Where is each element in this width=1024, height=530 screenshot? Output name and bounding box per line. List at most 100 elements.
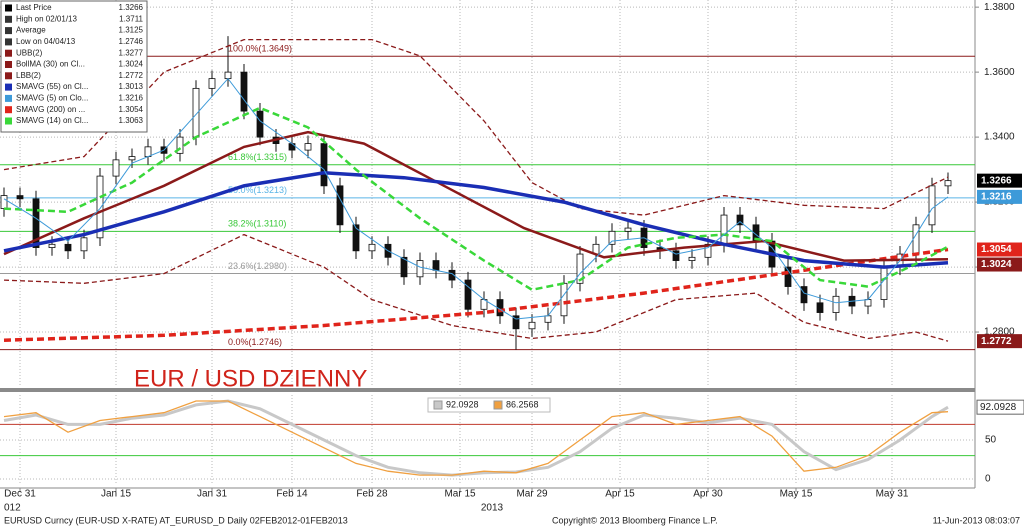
- legend-label: SMAVG (200) on ...: [16, 105, 85, 114]
- candle-body: [704, 243, 712, 258]
- candle-body: [400, 256, 408, 278]
- candle-body: [512, 315, 520, 330]
- panel-separator: [0, 388, 975, 392]
- x-tick-label: Jan 31: [197, 489, 227, 500]
- oscillator-area-line: [3, 399, 949, 477]
- x-tick-label: Mar 29: [516, 489, 548, 500]
- y-tick-label: 0: [985, 474, 991, 485]
- candle-body: [864, 299, 872, 307]
- candle-body: [256, 110, 264, 138]
- x-year-label: 012: [4, 503, 21, 514]
- legend-value: 1.3711: [119, 14, 143, 23]
- legend-label: SMAVG (5) on Clo...: [16, 94, 88, 103]
- legend-value: 1.3013: [119, 82, 144, 91]
- candle-body: [416, 260, 424, 278]
- candle-body: [48, 243, 56, 248]
- legend-label: Last Price: [16, 3, 52, 12]
- candle-body: [528, 321, 536, 330]
- price-tag: [977, 242, 1022, 257]
- price-tag: [977, 257, 1022, 272]
- price-tag-label: 1.3054: [981, 244, 1012, 255]
- candle-body: [176, 136, 184, 154]
- y-tick-label: 1.3600: [984, 67, 1015, 78]
- legend-label: UBB(2): [16, 48, 43, 57]
- candle-body: [576, 253, 584, 284]
- price-tag: [976, 399, 1024, 415]
- y-tick-label: 1.2800: [984, 327, 1015, 338]
- y-tick-label: 50: [985, 435, 997, 446]
- candle-body: [560, 282, 568, 317]
- price-tag: [977, 173, 1022, 188]
- candle-body: [352, 224, 360, 252]
- legend-value: 1.3266: [119, 3, 144, 12]
- candle-body: [672, 250, 680, 261]
- price-tag-label: 1.3266: [981, 175, 1012, 186]
- candle-body: [784, 266, 792, 287]
- candle-body: [208, 78, 216, 89]
- candle-body: [304, 143, 312, 151]
- footer-left: EURUSD Curncy (EUR-USD X-RATE) AT_EURUSD…: [4, 515, 348, 525]
- level-label: 38.2%(1.3110): [228, 219, 286, 229]
- candle-body: [320, 143, 328, 187]
- legend-value: 1.3125: [119, 26, 144, 35]
- y-tick-label: 1.3800: [984, 2, 1015, 13]
- candle-body: [448, 269, 456, 281]
- candle-body: [0, 195, 8, 209]
- oscillator-line: [3, 400, 949, 476]
- legend-swatch: [5, 15, 12, 23]
- legend-value: 1.3063: [119, 116, 144, 125]
- candle-body: [720, 214, 728, 245]
- level-label: 50.0%(1.3213): [228, 185, 287, 195]
- candle-body: [336, 185, 344, 226]
- legend-value: 1.3054: [119, 105, 144, 114]
- candle-body: [928, 185, 936, 226]
- candle-body: [128, 156, 136, 161]
- legend-swatch: [5, 83, 12, 91]
- price-tag: [977, 189, 1022, 204]
- indicator-line: [3, 77, 949, 320]
- level-label: 100.0%(1.3649): [228, 44, 292, 54]
- x-tick-label: May 15: [780, 489, 813, 500]
- candle-body: [608, 230, 616, 245]
- candle-body: [368, 243, 376, 252]
- legend-value: 1.3216: [119, 94, 144, 103]
- legend-label: BollMA (30) on Cl...: [16, 60, 85, 69]
- candle-body: [688, 256, 696, 261]
- legend-value: 1.2746: [119, 37, 144, 46]
- indicator-line: [3, 247, 949, 342]
- candle-body: [288, 143, 296, 151]
- oscillator-panel: 92.0928 86.2568: [0, 395, 975, 485]
- legend: Last Price 1.3266 High on 02/01/13 1.3711 Av…: [0, 0, 148, 133]
- footer-center: Copyright© 2013 Bloomberg Finance L.P.: [552, 515, 718, 525]
- legend-swatch: [5, 106, 12, 114]
- candle-body: [464, 279, 472, 310]
- indicator-line: [3, 38, 949, 216]
- candle-body: [224, 71, 232, 80]
- legend-swatch: [5, 4, 12, 12]
- legend-swatch: [5, 38, 12, 46]
- legend-swatch: [5, 27, 12, 35]
- y-tick-label: 1.3400: [984, 132, 1015, 143]
- legend-value: 1.3024: [119, 60, 144, 69]
- level-label: 23.6%(1.2980): [228, 261, 287, 271]
- footer-right: 11-Jun-2013 08:03:07: [933, 515, 1020, 525]
- x-tick-label: Feb 28: [356, 489, 388, 500]
- osc-legend-value: 92.0928: [446, 399, 479, 409]
- x-tick-label: Apr 15: [605, 489, 635, 500]
- candle-body: [432, 260, 440, 271]
- candle-body: [144, 146, 152, 157]
- legend-label: Low on 04/04/13: [16, 37, 76, 46]
- legend-label: SMAVG (14) on Cl...: [16, 116, 88, 125]
- price-tag-label: 1.3024: [981, 259, 1012, 270]
- osc-legend-value: 86.2568: [506, 399, 539, 409]
- x-year-label: 2013: [481, 503, 504, 514]
- x-tick-label: Mar 15: [444, 489, 476, 500]
- osc-legend-box: [427, 397, 551, 413]
- osc-legend-swatch: [493, 400, 503, 410]
- indicator-line: [3, 233, 949, 342]
- candle-body: [944, 180, 952, 187]
- legend-swatch: [5, 72, 12, 80]
- price-tag-label: 92.0928: [980, 402, 1017, 413]
- x-tick-label: May 31: [876, 489, 909, 500]
